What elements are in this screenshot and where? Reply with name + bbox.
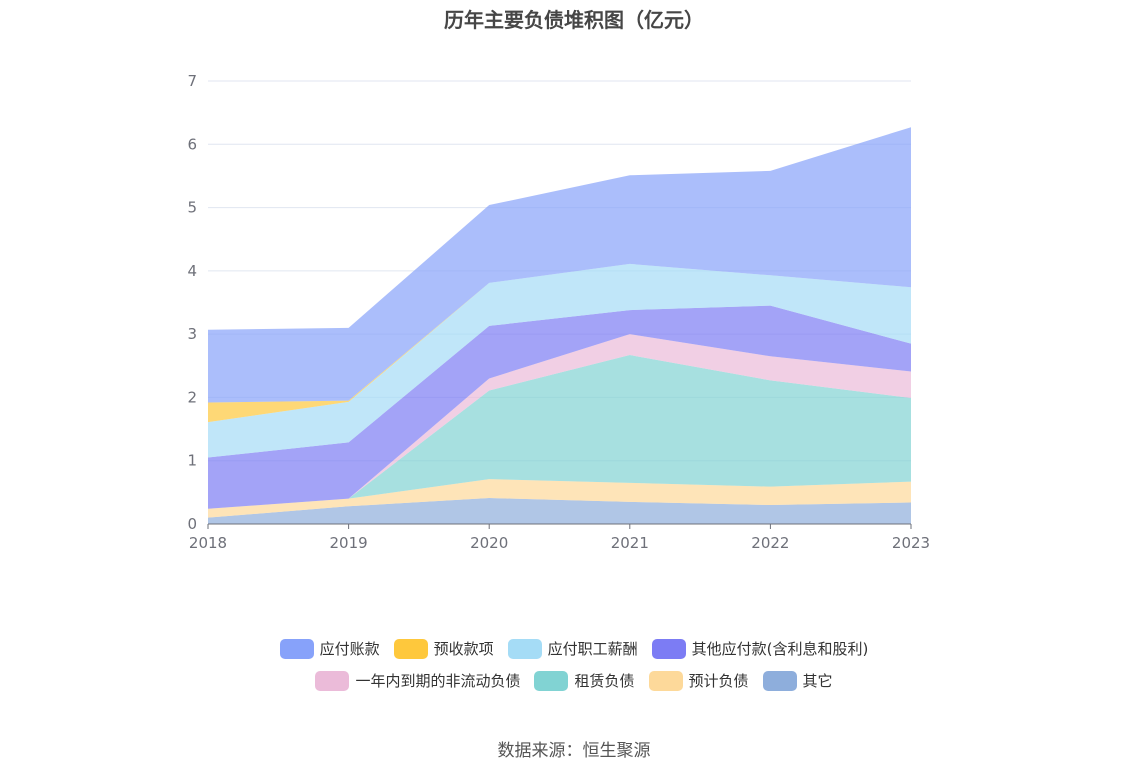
x-tick-label: 2021 <box>611 534 649 552</box>
legend-swatch <box>648 670 683 691</box>
legend-label: 其他应付款(含利息和股利) <box>691 640 869 658</box>
y-tick-label: 6 <box>187 135 197 153</box>
y-tick-label: 1 <box>187 452 197 470</box>
legend-label: 一年内到期的非流动负债 <box>355 672 521 690</box>
legend-item[interactable]: 预计负债 <box>648 670 749 691</box>
area-series-一年内到期的非流动负债 <box>208 334 911 509</box>
legend-swatch <box>279 638 314 659</box>
area-series-应付职工薪酬 <box>208 263 911 458</box>
area-series-预收款项 <box>208 263 911 423</box>
legend-swatch <box>651 638 686 659</box>
legend-label: 应付职工薪酬 <box>547 640 638 658</box>
legend-swatch <box>393 638 428 659</box>
x-tick-label: 2019 <box>330 534 368 552</box>
y-tick-label: 5 <box>187 199 197 217</box>
legend-label: 租赁负债 <box>574 672 635 690</box>
y-tick-label: 3 <box>187 325 197 343</box>
legend-swatch <box>315 670 350 691</box>
legend-item[interactable]: 应付职工薪酬 <box>507 638 638 659</box>
x-tick-label: 2022 <box>751 534 789 552</box>
y-tick-label: 0 <box>187 515 197 533</box>
legend-label: 预计负债 <box>688 672 749 690</box>
y-tick-label: 7 <box>187 72 197 90</box>
y-tick-label: 2 <box>187 388 197 406</box>
legend-swatch <box>507 638 542 659</box>
legend-label: 其它 <box>802 672 833 690</box>
legend-label: 预收款项 <box>433 640 494 658</box>
legend-item[interactable]: 租赁负债 <box>534 670 635 691</box>
legend-row: 一年内到期的非流动负债 租赁负债 预计负债 其它 <box>0 670 1148 691</box>
legend-label: 应付账款 <box>319 640 380 658</box>
legend-swatch <box>762 670 797 691</box>
legend-item[interactable]: 应付账款 <box>279 638 380 659</box>
legend-item[interactable]: 一年内到期的非流动负债 <box>315 670 520 691</box>
x-tick-label: 2020 <box>470 534 508 552</box>
area-series-其他应付款(含利息和股利) <box>208 305 911 509</box>
legend-item[interactable]: 预收款项 <box>393 638 494 659</box>
area-series-租赁负债 <box>208 355 911 509</box>
data-source-note: 数据来源：恒生聚源 <box>497 741 651 761</box>
area-series-应付账款 <box>208 127 911 403</box>
stacked-area-chart: 0 1 2 3 4 5 6 7 2018 2019 2020 2021 2022 2023 <box>187 72 930 552</box>
y-tick-label: 4 <box>187 262 197 280</box>
x-tick-label: 2018 <box>189 534 227 552</box>
legend-row: 应付账款 预收款项 应付职工薪酬 其他应付款(含利息和股利) <box>0 638 1148 659</box>
legend-swatch <box>534 670 569 691</box>
chart-title: 历年主要负债堆积图（亿元） <box>444 8 704 32</box>
area-series-其它 <box>208 498 911 524</box>
legend-item[interactable]: 其他应付款(含利息和股利) <box>651 638 869 659</box>
x-tick-label: 2023 <box>892 534 930 552</box>
area-series-预计负债 <box>208 479 911 518</box>
legend-item[interactable]: 其它 <box>762 670 833 691</box>
chart-legend: 应付账款 预收款项 应付职工薪酬 其他应付款(含利息和股利) 一年内到期的非流动负债 租赁… <box>0 638 1148 702</box>
